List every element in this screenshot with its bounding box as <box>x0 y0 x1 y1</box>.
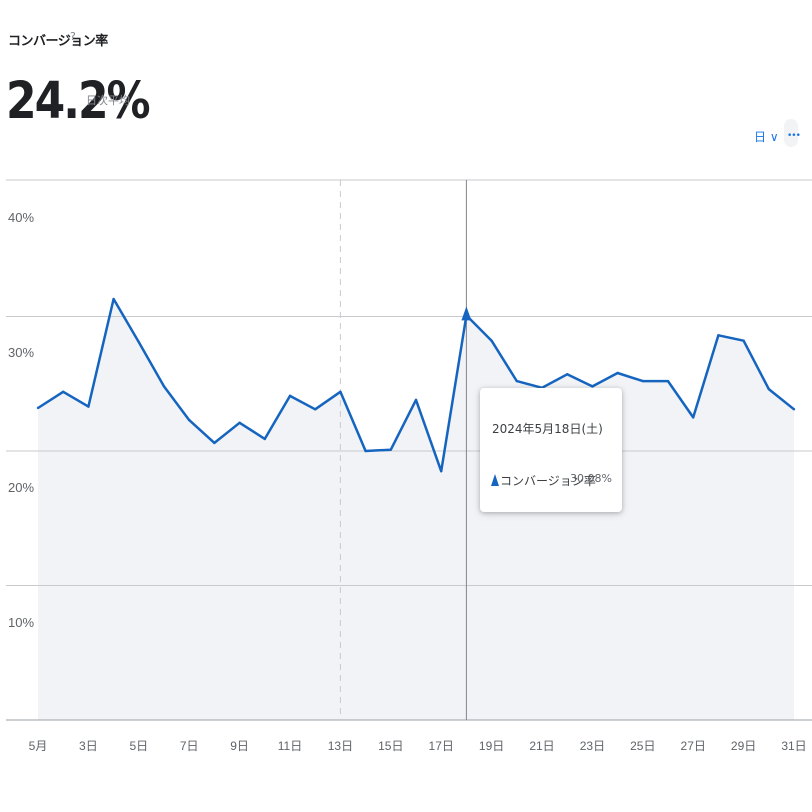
metric-value: 24.2% <box>6 72 151 131</box>
chart-tooltip: 2024年5月18日(土) コンバージョン率 30.08% <box>480 388 622 512</box>
data-point <box>692 416 695 419</box>
y-tick-label: 20% <box>8 480 34 495</box>
data-point <box>742 339 745 342</box>
help-icon[interactable]: ? <box>70 30 76 43</box>
y-tick-label: 30% <box>8 345 34 360</box>
x-tick-label: 29日 <box>731 739 756 753</box>
x-tick-label: 25日 <box>630 739 655 753</box>
y-tick-label: 40% <box>8 210 34 225</box>
data-point <box>641 379 644 383</box>
data-point <box>792 408 796 411</box>
x-tick-label: 17日 <box>429 739 454 753</box>
metric-title: コンバージョン率 <box>8 34 108 49</box>
data-point <box>414 398 418 402</box>
x-tick-label: 13日 <box>328 739 353 753</box>
highlight-marker <box>461 306 472 321</box>
data-point <box>87 405 90 408</box>
data-point <box>263 437 266 441</box>
y-tick-label: 10% <box>8 615 34 630</box>
x-tick-label: 11日 <box>278 739 302 753</box>
data-point <box>591 385 594 388</box>
series-marker-icon <box>491 474 499 486</box>
x-tick-label: 19日 <box>479 739 504 753</box>
data-point <box>137 340 140 344</box>
data-point <box>213 441 216 445</box>
average-label: 日次平均 <box>86 94 130 107</box>
tooltip-series-name: コンバージョン率 <box>500 474 596 488</box>
more-options-button[interactable]: ••• <box>784 119 801 147</box>
data-point <box>288 394 292 398</box>
data-point <box>314 408 317 411</box>
data-point <box>389 448 392 451</box>
data-point <box>339 390 342 394</box>
data-point <box>440 469 443 473</box>
data-point <box>566 373 569 376</box>
data-point <box>616 371 619 375</box>
x-tick-label: 21日 <box>529 739 554 753</box>
x-tick-label: 31日 <box>781 739 806 753</box>
data-point <box>515 379 518 383</box>
x-tick-label: 23日 <box>580 739 605 753</box>
x-tick-label: 7日 <box>180 739 199 753</box>
data-point <box>364 449 367 453</box>
x-tick-label: 15日 <box>378 739 403 753</box>
x-tick-label: 27日 <box>681 739 706 753</box>
x-tick-label: 5月 <box>29 739 48 753</box>
data-point <box>666 379 670 383</box>
data-point <box>238 421 241 424</box>
data-point <box>62 390 65 394</box>
data-point <box>36 406 40 410</box>
data-point <box>188 418 191 422</box>
granularity-dropdown[interactable]: 日 ∨ <box>754 130 779 144</box>
data-point <box>490 339 493 342</box>
tooltip-value: 30.08% <box>570 472 612 485</box>
more-icon: ••• <box>787 131 801 141</box>
data-point <box>112 297 115 301</box>
tooltip-date: 2024年5月18日(土) <box>492 422 603 436</box>
x-tick-label: 3日 <box>79 739 98 753</box>
x-tick-label: 9日 <box>230 739 249 753</box>
data-point <box>717 334 720 337</box>
data-point <box>162 385 166 388</box>
data-point <box>767 387 770 391</box>
x-tick-label: 5日 <box>129 739 148 753</box>
